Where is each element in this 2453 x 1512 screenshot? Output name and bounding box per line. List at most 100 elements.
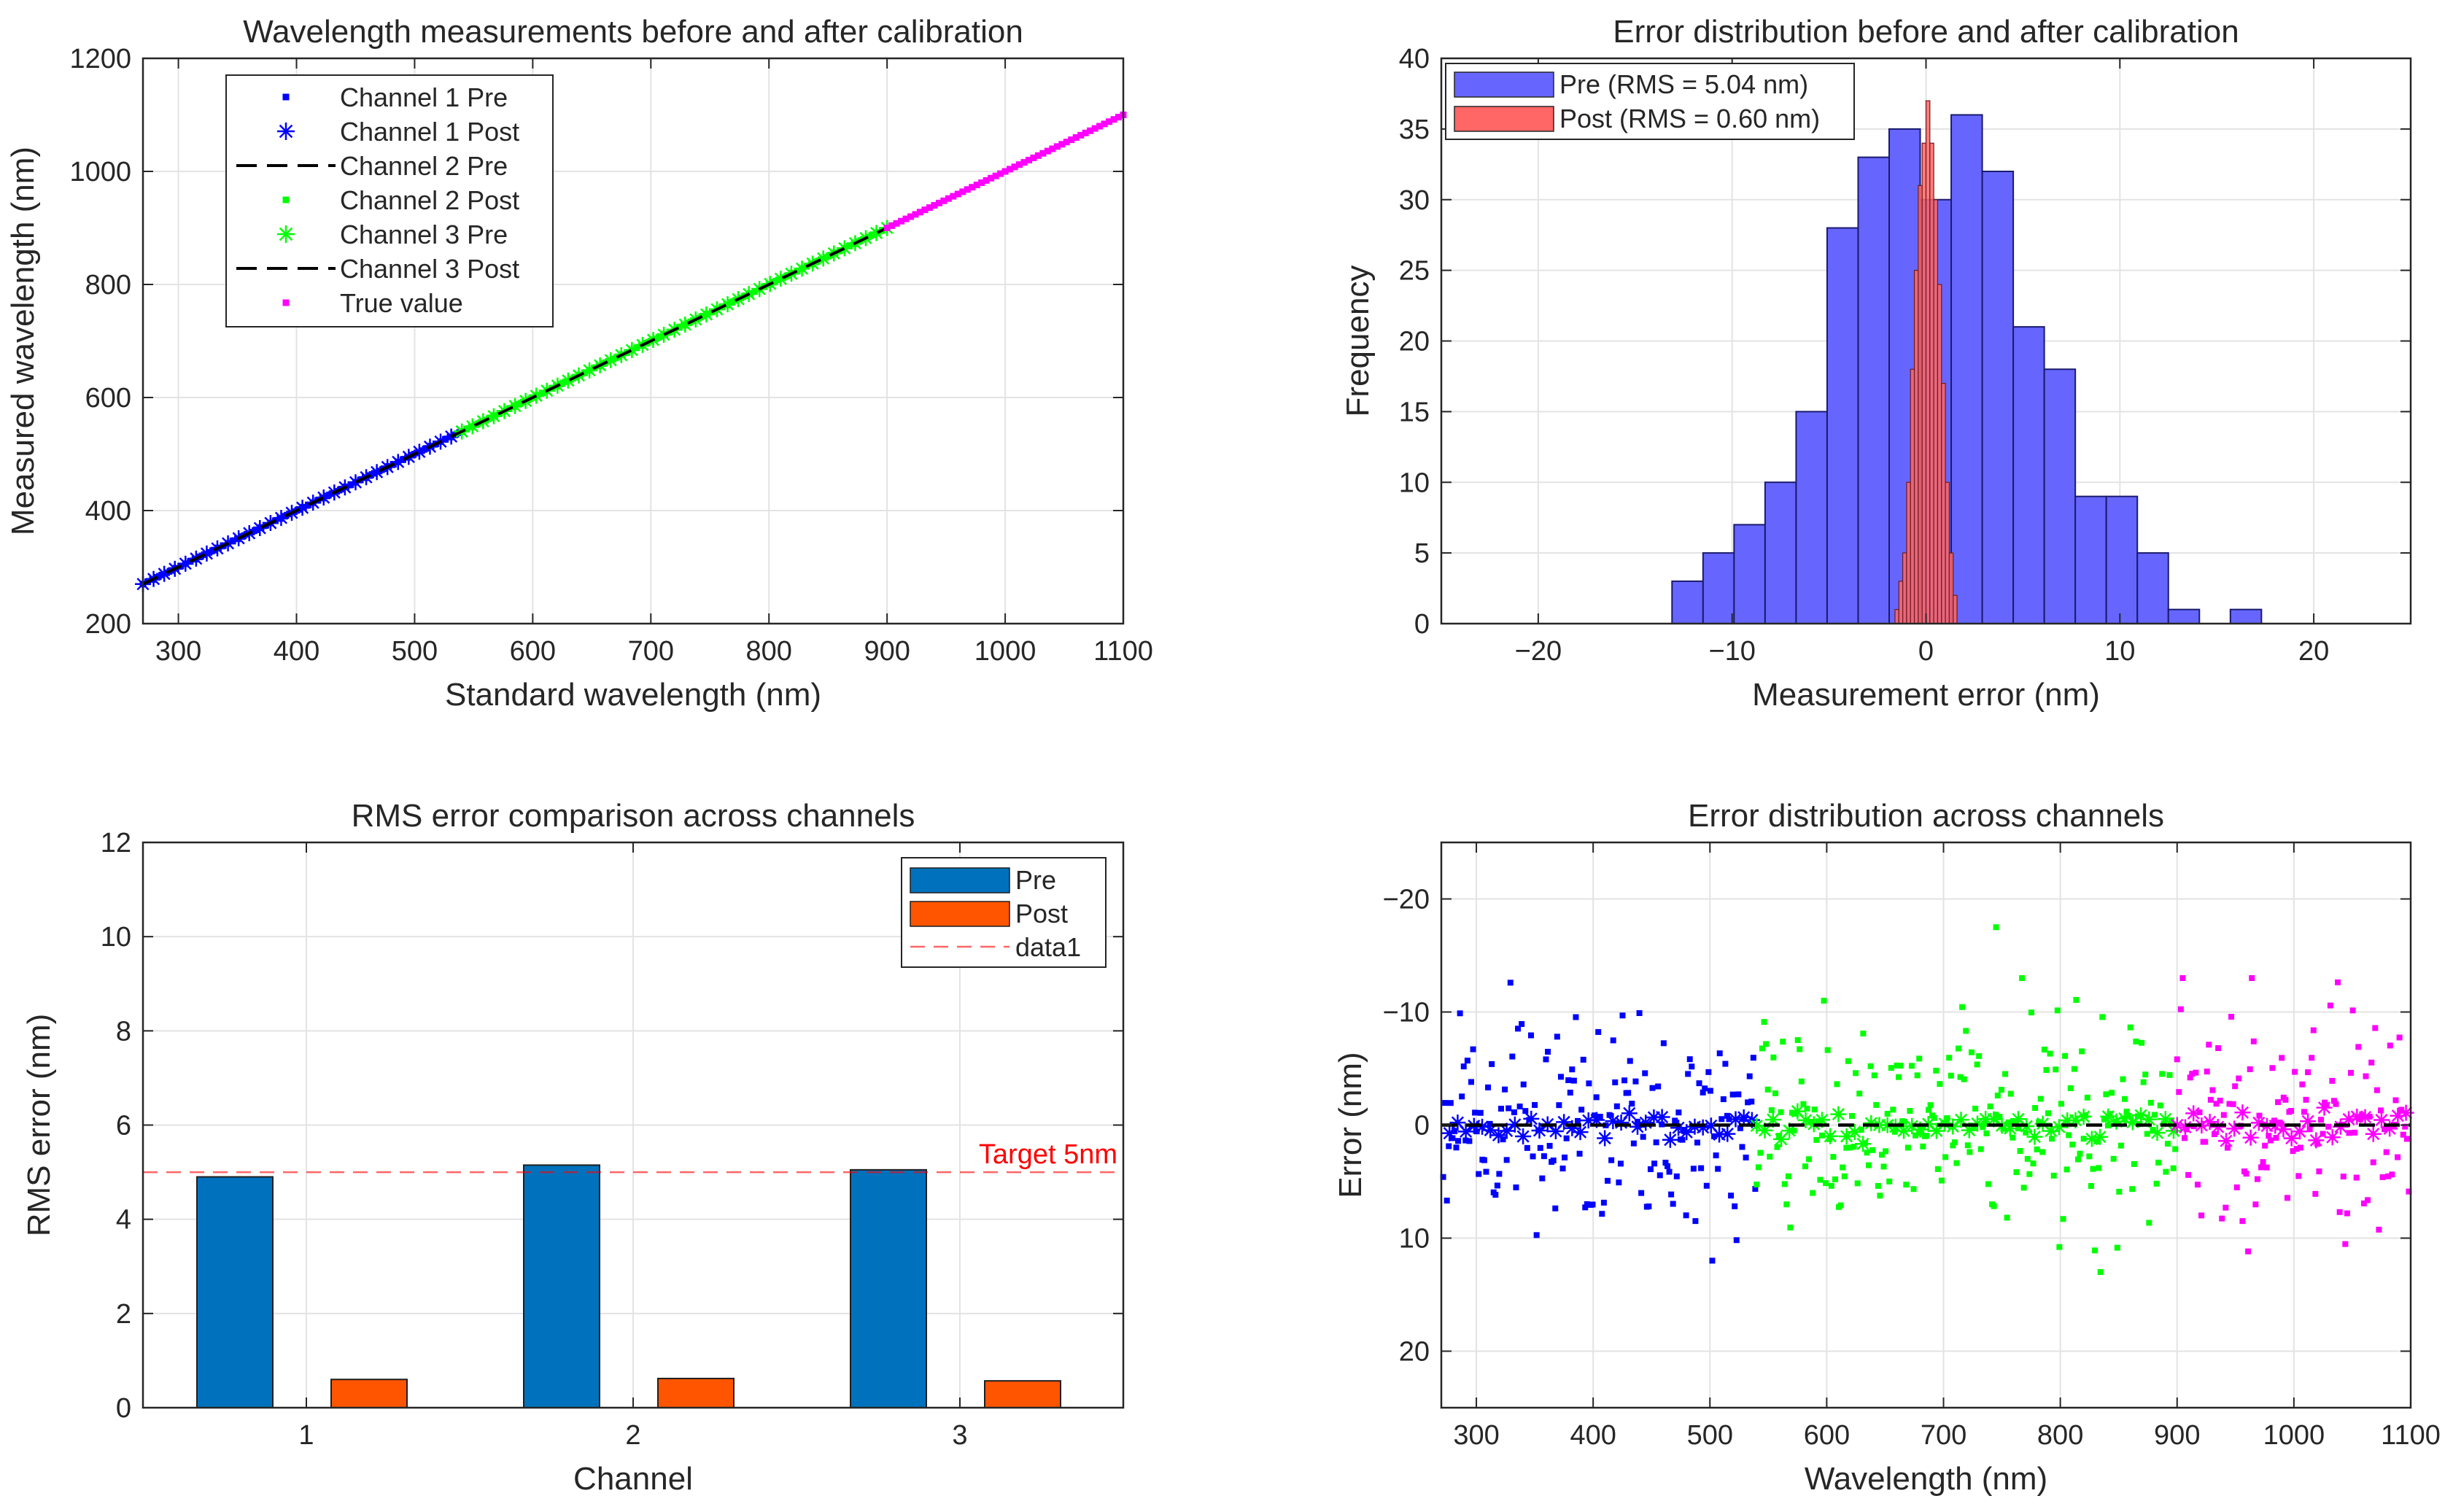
data-point-asterisk: [1764, 1112, 1781, 1128]
data-point-asterisk: [2250, 1114, 2267, 1131]
error-point-pre: [1562, 1154, 1568, 1160]
error-point-pre: [2217, 1097, 2223, 1104]
data-point-asterisk: [2042, 1123, 2059, 1139]
error-point-pre: [2062, 1052, 2069, 1059]
data-point-asterisk: [464, 418, 481, 435]
chart-title: Error distribution across channels: [1688, 798, 2164, 834]
error-point-pre: [2079, 1048, 2085, 1055]
error-point-pre: [1629, 1101, 1635, 1107]
histogram-bar: [1913, 270, 1919, 624]
y-tick-label: 15: [1399, 397, 1430, 427]
error-point-pre: [1964, 1142, 1971, 1149]
error-point-pre: [1472, 1109, 1479, 1116]
error-point-pre: [1545, 1048, 1551, 1055]
error-point-pre: [1503, 1157, 1510, 1163]
data-point: [700, 312, 707, 319]
error-point-pre: [1901, 1118, 1907, 1125]
data-point-asterisk: [1838, 1128, 1855, 1144]
data-point-asterisk: [2398, 1104, 2414, 1121]
data-point-asterisk: [815, 250, 832, 267]
error-point-pre: [1550, 1158, 1557, 1164]
y-tick-label: 30: [1399, 185, 1430, 216]
data-point-asterisk: [1498, 1123, 1515, 1139]
error-point-pre: [1700, 1089, 1706, 1096]
error-point-pre: [1843, 1144, 1850, 1151]
error-point-pre: [2109, 1090, 2115, 1096]
data-point-asterisk: [1694, 1119, 1711, 1136]
error-point-pre: [1987, 1103, 1993, 1109]
error-point-pre: [1646, 1203, 1652, 1210]
data-point: [988, 174, 995, 182]
data-point-asterisk: [2218, 1133, 2235, 1149]
data-point: [1053, 143, 1061, 150]
histogram-bar: [1733, 524, 1766, 624]
error-point-pre: [2342, 1241, 2349, 1247]
data-point-asterisk: [277, 225, 295, 243]
error-point-pre: [2125, 1112, 2132, 1119]
data-point: [399, 456, 406, 463]
error-point-pre: [1460, 1063, 1467, 1070]
error-point-pre: [1871, 1072, 1877, 1079]
error-point-pre: [1823, 1180, 1829, 1187]
error-point-pre: [2147, 1099, 2154, 1106]
data-point: [893, 220, 900, 227]
error-point-pre: [2250, 1038, 2257, 1044]
histogram-bar: [1921, 142, 1927, 624]
data-point-asterisk: [1719, 1125, 1736, 1142]
histogram-bar: [1764, 481, 1797, 624]
error-point-pre: [2074, 1156, 2081, 1163]
data-point-asterisk: [1797, 1112, 1814, 1128]
error-point-pre: [1655, 1083, 1662, 1090]
error-point-pre: [1761, 1019, 1767, 1026]
histogram-bar: [1906, 481, 1911, 624]
data-point-asterisk: [1531, 1122, 1548, 1139]
error-point-pre: [1794, 1036, 1801, 1043]
data-point: [1110, 116, 1117, 123]
error-point-pre: [2383, 1149, 2390, 1155]
histogram-bar: [1910, 368, 1915, 624]
bar-post: [984, 1380, 1061, 1408]
error-point-pre: [2164, 1141, 2171, 1147]
y-tick-label: 20: [1399, 1337, 1430, 1368]
error-point-pre: [1505, 1105, 1512, 1112]
data-point-asterisk: [1748, 1117, 1765, 1134]
error-point-pre: [2352, 1129, 2358, 1136]
data-point: [675, 324, 683, 331]
error-point-pre: [1869, 1147, 1876, 1153]
error-point-pre: [2224, 1144, 2231, 1151]
data-point: [1007, 166, 1014, 173]
data-point-asterisk: [1686, 1118, 1703, 1135]
data-point-asterisk: [1662, 1131, 1678, 1148]
error-point-pre: [1728, 1193, 1735, 1199]
error-point-pre: [1653, 1139, 1659, 1146]
error-point-pre: [2335, 979, 2341, 985]
histogram-bar: [1826, 227, 1859, 624]
error-point-pre: [1715, 1166, 1721, 1172]
data-point-asterisk: [2209, 1119, 2226, 1136]
error-point-pre: [1888, 1065, 1894, 1071]
error-point-pre: [1994, 1092, 2001, 1098]
error-point-pre: [1515, 1026, 1522, 1032]
error-point-pre: [1931, 1114, 1937, 1121]
error-point-pre: [1853, 1070, 1859, 1077]
error-point-pre: [1920, 1143, 1926, 1149]
error-point-pre: [2276, 1120, 2283, 1126]
error-point-pre: [2378, 1107, 2384, 1114]
data-point: [1068, 136, 1075, 144]
error-point-pre: [1546, 1142, 1553, 1149]
error-point-pre: [1470, 1046, 1476, 1052]
data-point-asterisk: [1457, 1123, 1474, 1140]
error-point-pre: [2006, 1119, 2012, 1125]
legend-label: Pre (RMS = 5.04 nm): [1559, 69, 1808, 99]
error-point-pre: [1948, 1072, 1954, 1079]
error-point-pre: [2096, 1165, 2102, 1171]
error-point-pre: [2060, 1216, 2066, 1222]
error-point-pre: [1806, 1156, 1813, 1163]
error-point-pre: [1737, 1125, 1743, 1131]
error-point-pre: [2037, 1096, 2044, 1102]
data-point-asterisk: [1515, 1128, 1532, 1145]
error-point-pre: [1696, 1080, 1702, 1087]
error-point-pre: [1455, 1138, 1462, 1144]
error-point-pre: [2379, 1174, 2386, 1180]
error-point-pre: [1753, 1182, 1760, 1188]
